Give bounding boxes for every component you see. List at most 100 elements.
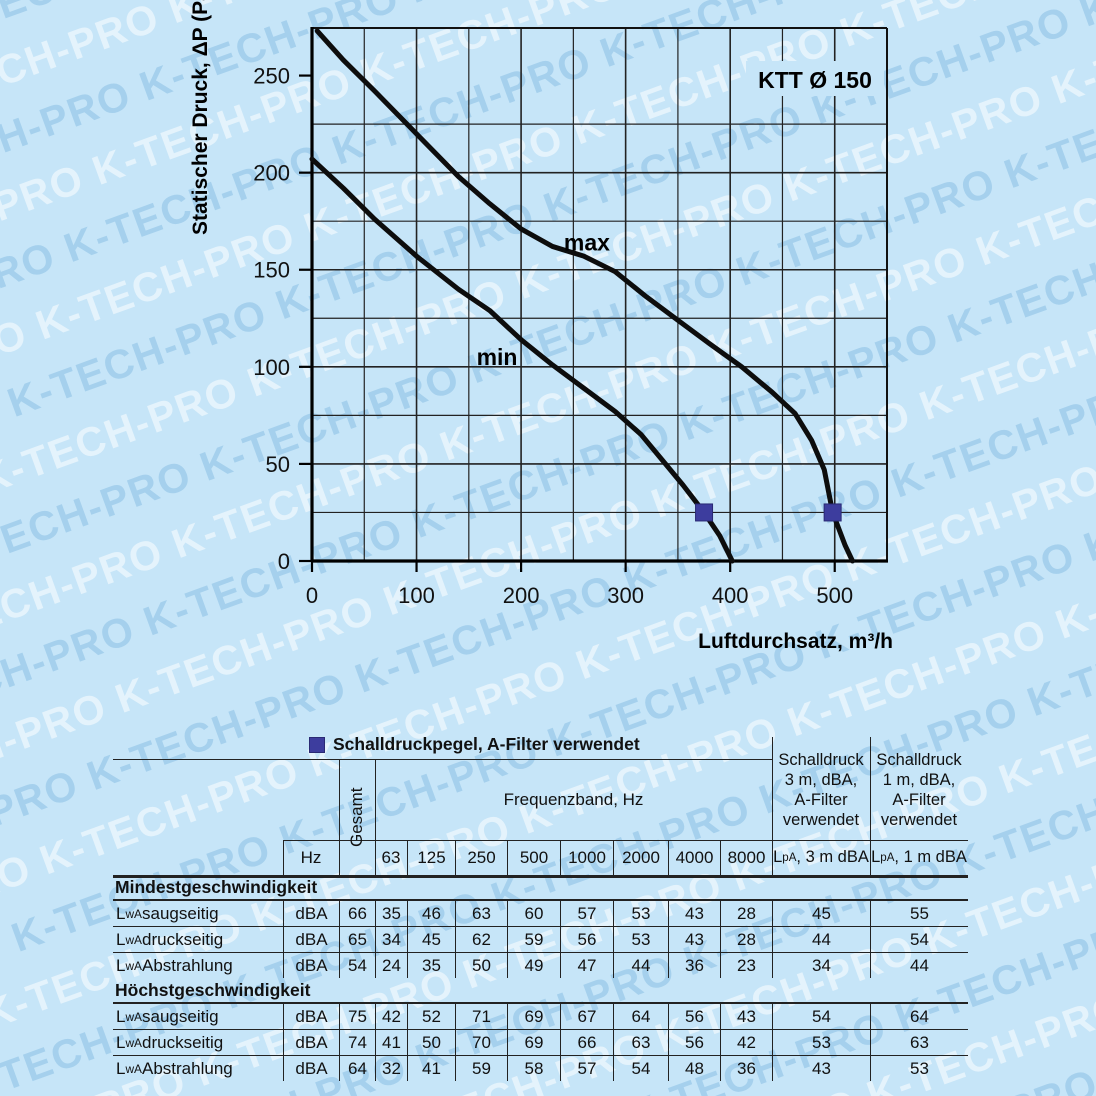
table-cell: dBA	[283, 1030, 339, 1055]
table-cell: 64	[870, 1004, 968, 1029]
legend: Schalldruckpegel, A-Filter verwendet	[113, 732, 772, 759]
x-tick-label: 400	[712, 583, 749, 608]
marker-min	[695, 503, 714, 522]
col-header-freq-250: 250	[455, 840, 507, 875]
table-cell: 56	[668, 1030, 720, 1055]
label-subscript: wA	[125, 1061, 142, 1076]
table-cell: 62	[455, 927, 507, 952]
table-cell: 65	[339, 927, 375, 952]
table-cell: 46	[407, 901, 455, 926]
table-cell: 42	[720, 1030, 772, 1055]
label-subscript: pA	[880, 851, 895, 864]
col-header-freq-1000: 1000	[560, 840, 613, 875]
table-rule	[283, 840, 285, 875]
table-cell: 60	[507, 901, 560, 926]
col-header-freq-8000: 8000	[720, 840, 772, 875]
col-header-schalldruck-1m: Schalldruck 1 m, dBA, A-Filter verwendet	[876, 751, 962, 829]
table-cell: 53	[772, 1030, 870, 1055]
table-rule	[113, 759, 772, 761]
curve-label-min: min	[477, 344, 518, 370]
table-cell: 59	[507, 927, 560, 952]
x-tick-label: 500	[816, 583, 853, 608]
marker-max	[823, 503, 842, 522]
sound-level-table: Schalldruckpegel, A-Filter verwendet Hz …	[113, 732, 968, 1096]
table-cell: 49	[507, 953, 560, 978]
table-cell: 35	[407, 953, 455, 978]
table-cell: 59	[455, 1056, 507, 1081]
label-subscript: wA	[125, 1009, 142, 1024]
table-cell: 69	[507, 1030, 560, 1055]
table-cell: 69	[507, 1004, 560, 1029]
table-cell: 63	[870, 1030, 968, 1055]
table-cell: 74	[339, 1030, 375, 1055]
table-header: Hz Gesamt Frequenzband, Hz Schalldruck 3…	[113, 737, 968, 875]
table-cell: 53	[613, 901, 668, 926]
table-cell: 44	[613, 953, 668, 978]
table-cell: 35	[375, 901, 407, 926]
table-cell: 70	[455, 1030, 507, 1055]
table-cell: 55	[870, 901, 968, 926]
x-tick-label: 200	[503, 583, 540, 608]
col-header-hz: Hz	[300, 847, 322, 867]
table-cell: 34	[772, 953, 870, 978]
table-cell: dBA	[283, 1004, 339, 1029]
legend-label: Schalldruckpegel, A-Filter verwendet	[333, 734, 640, 754]
table-cell: 75	[339, 1004, 375, 1029]
table-cell: 28	[720, 927, 772, 952]
table-cell: 63	[613, 1030, 668, 1055]
table-cell: 57	[560, 901, 613, 926]
table-cell: 44	[772, 927, 870, 952]
section-title: Mindestgeschwindigkeit	[113, 875, 968, 901]
table-cell: 67	[560, 1004, 613, 1029]
col-header-freq-4000: 4000	[668, 840, 720, 875]
table-cell: 42	[375, 1004, 407, 1029]
col-header-freq-500: 500	[507, 840, 560, 875]
x-axis-title: Luftdurchsatz, m³/h	[698, 630, 893, 653]
col-header-frequency-band: Frequenzband, Hz	[503, 790, 644, 809]
table-cell: 53	[613, 927, 668, 952]
label-subscript: pA	[782, 851, 797, 864]
x-tick-label: 0	[306, 583, 318, 608]
table-cell: 66	[339, 901, 375, 926]
table-cell: 57	[560, 1056, 613, 1081]
table-cell: dBA	[283, 1056, 339, 1081]
section-title: Höchstgeschwindigkeit	[113, 978, 968, 1004]
table-cell: 53	[870, 1056, 968, 1081]
label-subscript: wA	[125, 1035, 142, 1050]
col-header-schalldruck-3m: Schalldruck 3 m, dBA, A-Filter verwendet	[778, 751, 864, 829]
table-cell: 54	[613, 1056, 668, 1081]
performance-chart: 0 100 200 300 400 500 0 50 100 150 200 250 Statische…	[189, 0, 893, 653]
table-rule	[870, 737, 872, 875]
table-rule	[375, 759, 377, 875]
table-cell: 47	[560, 953, 613, 978]
table-cell: 52	[407, 1004, 455, 1029]
legend-marker-icon	[309, 737, 325, 753]
table-cell: 54	[870, 927, 968, 952]
curve-min	[309, 156, 735, 564]
col-header-gesamt: Gesamt	[347, 787, 366, 847]
table-rule	[283, 840, 968, 842]
table-cell: 41	[407, 1056, 455, 1081]
table-cell: 43	[668, 901, 720, 926]
table-cell: 56	[668, 1004, 720, 1029]
chart-title-mask	[746, 61, 884, 96]
table-cell: 56	[560, 927, 613, 952]
x-tick-label: 100	[398, 583, 435, 608]
y-tick-label: 50	[266, 452, 290, 477]
table-cell: 28	[720, 901, 772, 926]
y-tick-label: 100	[253, 355, 290, 380]
table-cell: 50	[407, 1030, 455, 1055]
table-cell: 32	[375, 1056, 407, 1081]
label-subscript: wA	[125, 906, 142, 921]
table-rule	[113, 875, 968, 878]
col-header-freq-125: 125	[407, 840, 455, 875]
